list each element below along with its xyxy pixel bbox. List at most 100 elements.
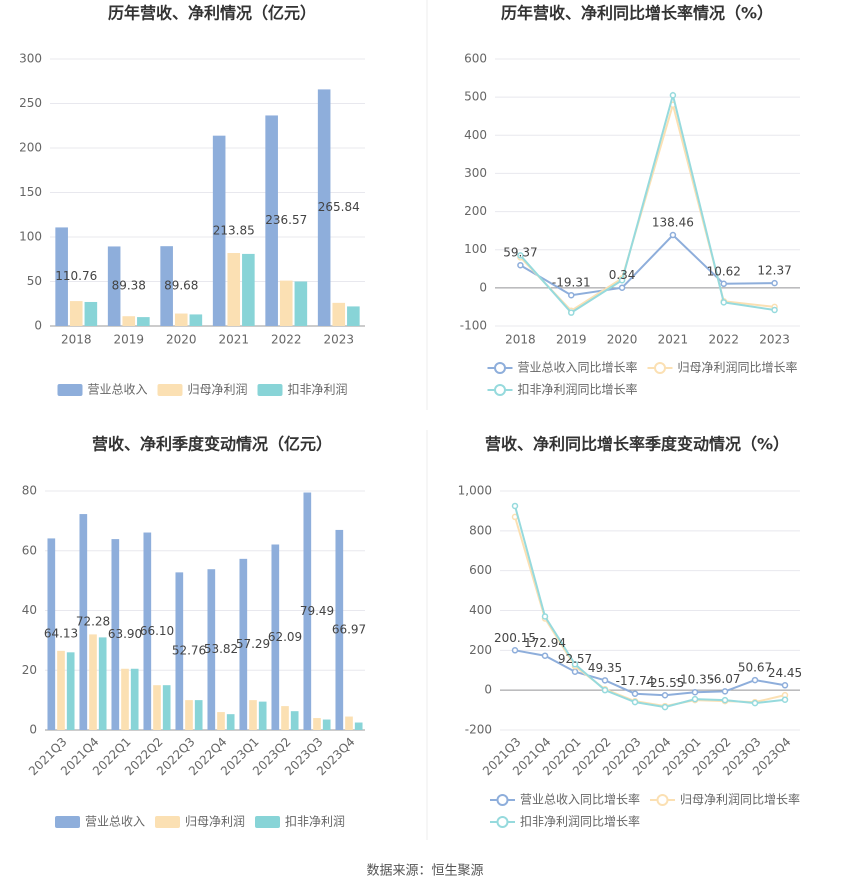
data-label: 66.10	[140, 624, 174, 638]
bar	[98, 637, 107, 730]
bar	[303, 492, 312, 730]
point	[771, 306, 778, 314]
line	[514, 649, 786, 697]
data-label: 72.28	[76, 615, 110, 629]
bar	[107, 246, 121, 326]
legend-label: 归母净利润同比增长率	[678, 360, 798, 375]
chart-title: 历年营收、净利同比增长率情况（%）	[501, 4, 773, 23]
bar	[89, 634, 97, 730]
legend-label: 营业总收入同比增长率	[520, 792, 640, 807]
data-label: 0.34	[609, 268, 636, 282]
legend-swatch	[494, 362, 506, 374]
point	[601, 686, 609, 694]
point	[517, 252, 524, 259]
data-label: 64.13	[44, 627, 78, 641]
point	[631, 698, 639, 706]
data-label: 110.76	[55, 269, 97, 283]
point	[751, 676, 759, 684]
bar	[227, 253, 241, 326]
y-tick-label: 800	[469, 523, 492, 537]
bar	[226, 714, 235, 730]
point	[517, 261, 524, 269]
data-label: 10.62	[707, 264, 741, 278]
y-tick-label: 0	[34, 319, 42, 333]
bar	[137, 317, 150, 326]
point	[751, 699, 759, 707]
bar	[345, 716, 353, 730]
y-tick-label: 80	[22, 484, 37, 498]
y-tick-label: 600	[469, 563, 492, 577]
data-label: 89.38	[112, 279, 146, 293]
bar	[294, 281, 308, 326]
point	[631, 690, 639, 697]
data-label: 62.09	[268, 630, 302, 644]
data-label: 49.35	[588, 661, 622, 675]
y-tick-label: 50	[27, 274, 42, 288]
bar	[290, 711, 299, 730]
data-label: 50.67	[738, 661, 772, 675]
legend-label: 扣非净利润同比增长率	[520, 814, 640, 829]
legend-label: 营业总收入	[88, 383, 148, 397]
legend-swatch	[57, 384, 83, 396]
data-label: 53.82	[204, 642, 238, 656]
line	[514, 505, 786, 709]
y-tick-label: 400	[464, 128, 487, 142]
bar	[322, 719, 331, 730]
bar	[258, 701, 267, 730]
chart-title: 营收、净利同比增长率季度变动情况（%）	[485, 435, 789, 454]
data-label: -10.35	[676, 673, 715, 687]
y-tick-label: 20	[22, 663, 37, 677]
legend-swatch	[496, 816, 509, 828]
data-label: 200.15	[494, 631, 536, 645]
point	[720, 280, 727, 288]
legend-swatch	[654, 362, 666, 374]
point	[601, 677, 609, 684]
x-tick-label: 2023	[323, 333, 354, 347]
point	[568, 309, 575, 316]
legend-label: 归母净利润	[185, 815, 245, 829]
point	[571, 668, 579, 675]
bar	[217, 712, 225, 730]
data-label: 59.37	[503, 246, 537, 260]
legend-label: 扣非净利润	[288, 383, 348, 397]
bar	[354, 722, 363, 730]
data-label: 12.37	[757, 264, 791, 278]
bar	[347, 306, 360, 326]
bar	[47, 538, 56, 730]
x-tick-label: 2022	[271, 333, 302, 347]
y-tick-label: 0	[29, 723, 37, 737]
x-tick-label: 2021	[218, 333, 249, 347]
y-tick-label: 200	[464, 204, 487, 218]
legend-swatch	[255, 816, 280, 828]
bar	[55, 227, 68, 326]
data-label: 265.84	[318, 200, 360, 214]
y-tick-label: 200	[469, 643, 492, 657]
bar	[271, 544, 280, 730]
point	[661, 692, 669, 699]
y-tick-label: 150	[19, 185, 42, 199]
bar	[121, 668, 129, 730]
y-tick-label: 0	[484, 683, 492, 697]
x-tick-label: 2020	[607, 333, 638, 347]
legend-swatch	[257, 384, 283, 396]
bar	[249, 700, 257, 730]
legend-swatch	[157, 384, 183, 396]
x-tick-label: 2021	[658, 333, 689, 347]
y-tick-label: 600	[464, 52, 487, 66]
legend-label: 营业总收入同比增长率	[518, 360, 638, 375]
bar	[313, 718, 321, 730]
bar	[189, 314, 203, 326]
legend-label: 归母净利润	[188, 383, 248, 397]
data-label: 57.29	[236, 637, 270, 651]
bar	[160, 246, 173, 326]
point	[669, 91, 677, 99]
legend-label: 营业总收入	[85, 815, 145, 829]
point	[541, 613, 549, 620]
legend-label: 归母净利润同比增长率	[680, 792, 800, 807]
point	[781, 682, 789, 689]
point	[618, 284, 626, 291]
x-tick-label: 2019	[556, 333, 587, 347]
point	[771, 279, 778, 287]
bar	[153, 685, 161, 730]
legend-label: 扣非净利润	[285, 815, 345, 829]
